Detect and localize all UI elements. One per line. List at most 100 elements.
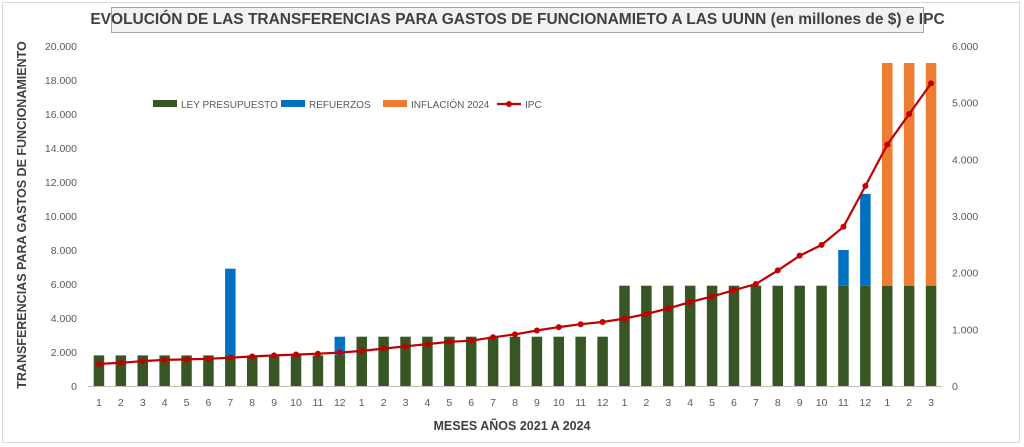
x-tick-label: 4: [424, 397, 430, 409]
ipc-point: [139, 358, 146, 365]
x-tick-label: 3: [665, 397, 671, 409]
bar-ley-presupuesto: [465, 336, 477, 386]
bar-inflaci-n-2024: [925, 63, 937, 286]
ipc-point: [621, 315, 628, 322]
ipc-point: [730, 287, 737, 294]
ipc-point: [117, 359, 124, 366]
bar-ley-presupuesto: [553, 336, 565, 386]
ipc-point: [468, 337, 475, 344]
bar-refuerzos: [225, 268, 236, 356]
bar-ley-presupuesto: [400, 336, 411, 386]
bar-ley-presupuesto: [444, 336, 455, 386]
ipc-point: [336, 349, 343, 356]
ipc-point: [884, 141, 891, 148]
ipc-point: [293, 351, 300, 358]
bar-refuerzos: [334, 336, 346, 356]
bar-ley-presupuesto: [115, 355, 127, 386]
x-tick-label: 3: [140, 397, 146, 409]
ipc-point: [183, 356, 190, 363]
bar-ley-presupuesto: [159, 355, 170, 386]
y2-tick-label: 3.000: [952, 211, 978, 223]
x-axis-title: MESES AÑOS 2021 A 2024: [433, 419, 591, 433]
x-tick-label: 1: [96, 397, 102, 409]
bar-ley-presupuesto: [487, 336, 499, 386]
x-tick-label: 2: [643, 397, 649, 409]
x-tick-label: 1: [359, 397, 365, 409]
bar-refuerzos: [860, 193, 871, 286]
bar-ley-presupuesto: [137, 355, 148, 386]
ipc-point: [862, 182, 869, 189]
ipc-point: [687, 299, 694, 306]
bar-ley-presupuesto: [93, 355, 105, 386]
x-tick-label: 6: [468, 397, 474, 409]
bar-ley-presupuesto: [575, 336, 586, 386]
x-tick-label: 4: [687, 397, 693, 409]
legend-label: IPC: [525, 100, 542, 111]
bar-ley-presupuesto: [181, 355, 192, 386]
x-tick-label: 5: [446, 397, 452, 409]
bar-ley-presupuesto: [663, 285, 674, 386]
y-tick-label: 4.000: [51, 313, 77, 325]
ipc-point: [840, 223, 847, 230]
y2-tick-label: 1.000: [952, 324, 978, 336]
bar-ley-presupuesto: [203, 355, 214, 386]
bar-ley-presupuesto: [684, 285, 696, 386]
y-tick-label: 14.000: [45, 143, 77, 155]
x-tick-label: 12: [860, 397, 872, 409]
ipc-point: [928, 80, 935, 87]
y-tick-label: 16.000: [45, 109, 77, 121]
y-tick-label: 8.000: [51, 245, 77, 257]
x-tick-label: 6: [206, 397, 212, 409]
ipc-point: [577, 321, 584, 328]
ipc-point: [358, 347, 365, 354]
legend-swatch: [383, 100, 407, 107]
legend-label: INFLACIÓN 2024: [411, 98, 490, 111]
bar-ley-presupuesto: [860, 285, 871, 386]
bar-ley-presupuesto: [925, 285, 937, 386]
bar-ley-presupuesto: [750, 285, 762, 386]
bar-ley-presupuesto: [225, 355, 236, 386]
bar-refuerzos: [838, 250, 849, 286]
ipc-point: [314, 350, 321, 357]
legend-swatch: [281, 100, 305, 107]
bar-ley-presupuesto: [509, 336, 521, 386]
ipc-point: [818, 241, 825, 248]
x-tick-label: 1: [622, 397, 628, 409]
bar-ley-presupuesto: [378, 336, 389, 386]
y-tick-label: 2.000: [51, 347, 77, 359]
ipc-point: [490, 334, 497, 341]
x-tick-label: 10: [290, 397, 302, 409]
bar-ley-presupuesto: [312, 355, 324, 386]
x-tick-label: 9: [271, 397, 277, 409]
x-tick-label: 4: [162, 397, 168, 409]
ipc-point: [599, 318, 606, 325]
x-tick-label: 3: [928, 397, 934, 409]
ipc-point: [380, 345, 387, 352]
bar-ley-presupuesto: [838, 285, 849, 386]
bar-ley-presupuesto: [422, 336, 433, 386]
bar-ley-presupuesto: [356, 336, 367, 386]
ipc-point: [161, 356, 168, 363]
ipc-point: [249, 353, 256, 360]
bar-ley-presupuesto: [794, 285, 805, 386]
bar-ley-presupuesto: [619, 285, 630, 386]
ipc-line: [98, 82, 932, 365]
x-tick-label: 10: [553, 397, 565, 409]
x-tick-label: 3: [403, 397, 409, 409]
y-tick-label: 6.000: [51, 279, 77, 291]
ipc-point: [227, 354, 234, 361]
ipc-point: [906, 111, 913, 117]
bar-ley-presupuesto: [882, 285, 893, 386]
x-tick-label: 5: [184, 397, 190, 409]
bar-ley-presupuesto: [268, 355, 280, 386]
x-tick-label: 9: [797, 397, 803, 409]
x-tick-label: 2: [381, 397, 387, 409]
legend-label: LEY PRESUPUESTO: [181, 100, 278, 111]
legend-swatch: [153, 100, 177, 107]
y2-tick-label: 6.000: [952, 41, 978, 53]
ipc-point: [402, 343, 409, 350]
x-tick-label: 2: [118, 397, 124, 409]
ipc-point: [709, 293, 716, 300]
